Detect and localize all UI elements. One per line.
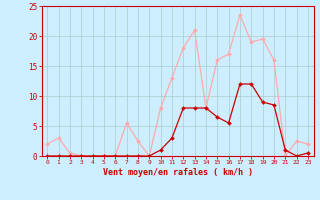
X-axis label: Vent moyen/en rafales ( km/h ): Vent moyen/en rafales ( km/h ) [103, 168, 252, 177]
